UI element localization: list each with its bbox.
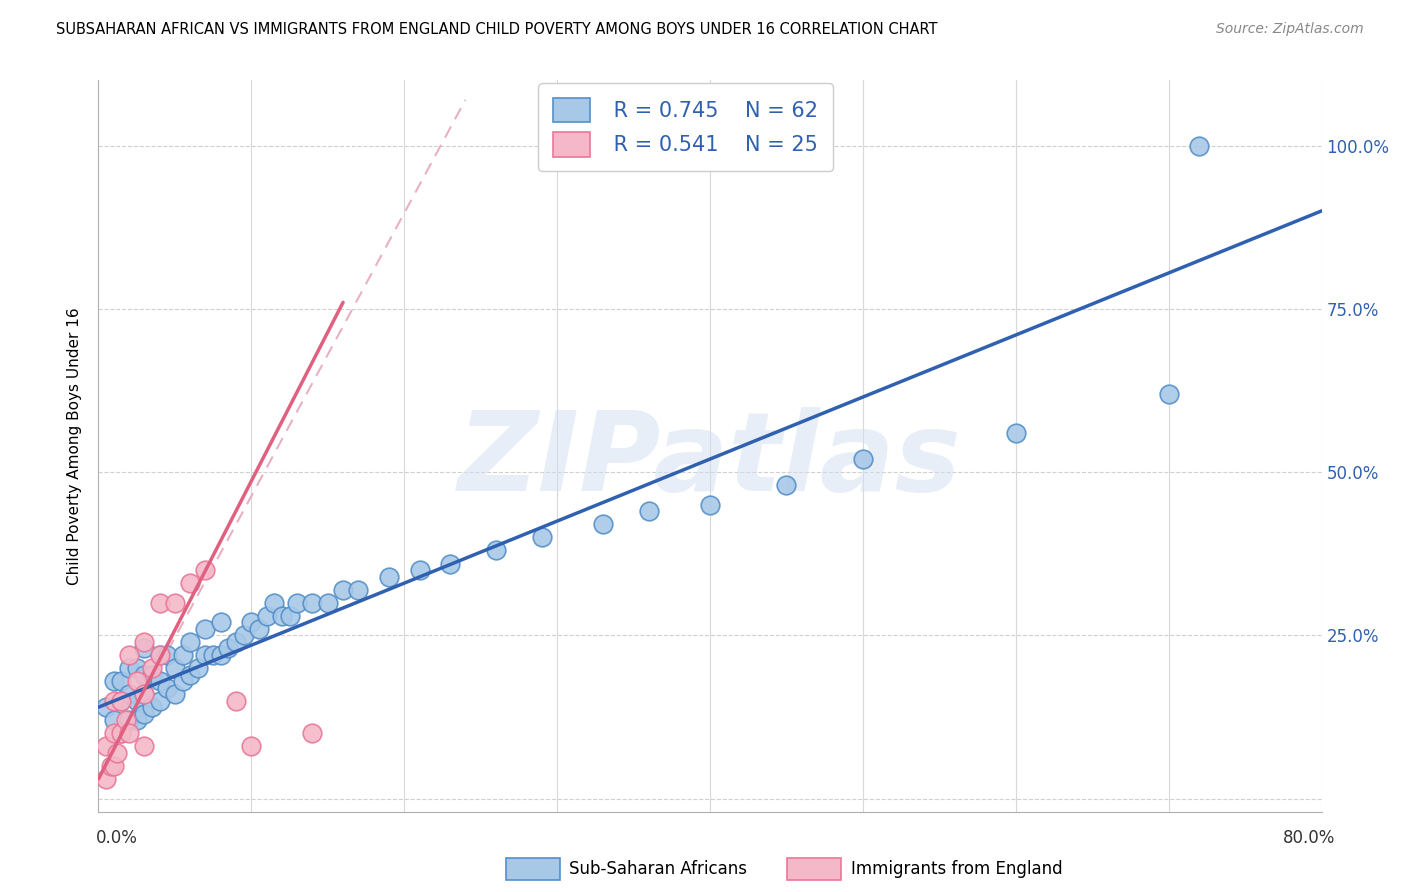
Point: [187, 661, 209, 675]
Point: [94, 772, 117, 786]
Point: [247, 622, 270, 636]
Point: [141, 667, 163, 681]
Point: [103, 759, 125, 773]
Point: [179, 576, 201, 591]
Point: [852, 452, 875, 467]
Point: [125, 674, 148, 689]
Point: [156, 681, 179, 695]
Point: [439, 557, 461, 571]
Point: [263, 596, 285, 610]
Point: [240, 615, 263, 630]
Point: [100, 759, 122, 773]
Point: [141, 661, 163, 675]
Point: [301, 726, 323, 740]
Point: [194, 622, 217, 636]
Point: [225, 694, 247, 708]
Point: [1157, 386, 1180, 401]
Point: [149, 694, 172, 708]
Point: [301, 596, 323, 610]
Legend:  R = 0.745    N = 62,  R = 0.541    N = 25: R = 0.745 N = 62, R = 0.541 N = 25: [538, 83, 832, 171]
Point: [530, 530, 553, 544]
Point: [256, 608, 278, 623]
Point: [134, 635, 156, 649]
Point: [149, 648, 172, 662]
Point: [125, 694, 148, 708]
Point: [163, 687, 186, 701]
Point: [115, 714, 138, 728]
Point: [378, 569, 401, 583]
Point: [134, 687, 156, 701]
Text: SUBSAHARAN AFRICAN VS IMMIGRANTS FROM ENGLAND CHILD POVERTY AMONG BOYS UNDER 16 : SUBSAHARAN AFRICAN VS IMMIGRANTS FROM EN…: [56, 22, 938, 37]
Point: [194, 648, 217, 662]
Point: [485, 543, 508, 558]
Point: [194, 563, 217, 577]
Point: [110, 674, 132, 689]
Point: [240, 739, 263, 754]
Point: [110, 694, 132, 708]
Point: [1004, 425, 1026, 440]
Point: [134, 641, 156, 656]
Text: Immigrants from England: Immigrants from England: [851, 860, 1063, 878]
Text: Source: ZipAtlas.com: Source: ZipAtlas.com: [1216, 22, 1364, 37]
Point: [179, 635, 201, 649]
Point: [347, 582, 370, 597]
Text: 80.0%: 80.0%: [1284, 829, 1336, 847]
Point: [125, 661, 148, 675]
Point: [270, 608, 292, 623]
Point: [149, 674, 172, 689]
Point: [316, 596, 339, 610]
Text: ZIPatlas: ZIPatlas: [458, 407, 962, 514]
Point: [285, 596, 308, 610]
Point: [156, 648, 179, 662]
Point: [118, 726, 141, 740]
Point: [232, 628, 254, 642]
Point: [149, 596, 172, 610]
Y-axis label: Child Poverty Among Boys Under 16: Child Poverty Among Boys Under 16: [67, 307, 83, 585]
Point: [118, 648, 141, 662]
Text: 0.0%: 0.0%: [96, 829, 138, 847]
Point: [125, 714, 148, 728]
Point: [209, 615, 232, 630]
Point: [1188, 138, 1211, 153]
Point: [134, 739, 156, 754]
Point: [163, 661, 186, 675]
Point: [118, 661, 141, 675]
Point: [118, 714, 141, 728]
Point: [103, 674, 125, 689]
Point: [592, 517, 614, 532]
Point: [103, 726, 125, 740]
Point: [141, 700, 163, 714]
Point: [149, 648, 172, 662]
Point: [110, 726, 132, 740]
Point: [202, 648, 225, 662]
Point: [637, 504, 661, 518]
Point: [209, 648, 232, 662]
Point: [278, 608, 301, 623]
Point: [408, 563, 430, 577]
Point: [103, 714, 125, 728]
Point: [134, 667, 156, 681]
Point: [217, 641, 239, 656]
Point: [172, 648, 194, 662]
Point: [110, 726, 132, 740]
Text: Sub-Saharan Africans: Sub-Saharan Africans: [569, 860, 748, 878]
Point: [134, 706, 156, 721]
Point: [775, 478, 797, 492]
Point: [225, 635, 247, 649]
Point: [103, 694, 125, 708]
Point: [94, 739, 117, 754]
Point: [179, 667, 201, 681]
Point: [134, 687, 156, 701]
Point: [94, 700, 117, 714]
Point: [172, 674, 194, 689]
Point: [332, 582, 354, 597]
Point: [699, 498, 721, 512]
Point: [110, 694, 132, 708]
Point: [105, 746, 128, 760]
Point: [118, 687, 141, 701]
Point: [163, 596, 186, 610]
